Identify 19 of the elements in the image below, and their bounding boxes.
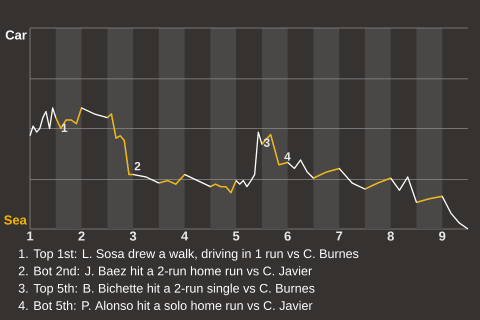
text: 4. Bot 5th: P. Alonso hit a solo home run vs C. Javier — [18, 300, 312, 310]
annotation: 1 — [62, 124, 68, 132]
x-tick-label: 7 — [336, 232, 342, 240]
text: 2. Bot 2nd: J. Baez hit a 2-run home run vs C. Javier — [18, 266, 312, 276]
annotation: 3 — [264, 138, 270, 147]
text: Sea — [4, 215, 27, 225]
text: 1. Top 1st: L. Sosa drew a walk, driving in 1 run vs C. Burnes — [19, 248, 358, 261]
x-tick-label: 5 — [232, 232, 240, 241]
x-tick-label: 9 — [439, 232, 446, 241]
x-tick-label: 4 — [181, 232, 188, 240]
text: 3. Top 5th: B. Bichette hit a 2-run single vs C. Burnes — [18, 284, 314, 296]
annotation: 4 — [284, 152, 291, 161]
annotation: 2 — [134, 162, 140, 170]
x-tick-label: 8 — [388, 232, 394, 241]
x-tick-label: 2 — [78, 232, 85, 241]
x-tick-label: 1 — [27, 232, 34, 240]
x-tick-label: 3 — [130, 232, 136, 241]
x-tick-label: 6 — [284, 232, 291, 241]
text: Car — [6, 30, 27, 40]
